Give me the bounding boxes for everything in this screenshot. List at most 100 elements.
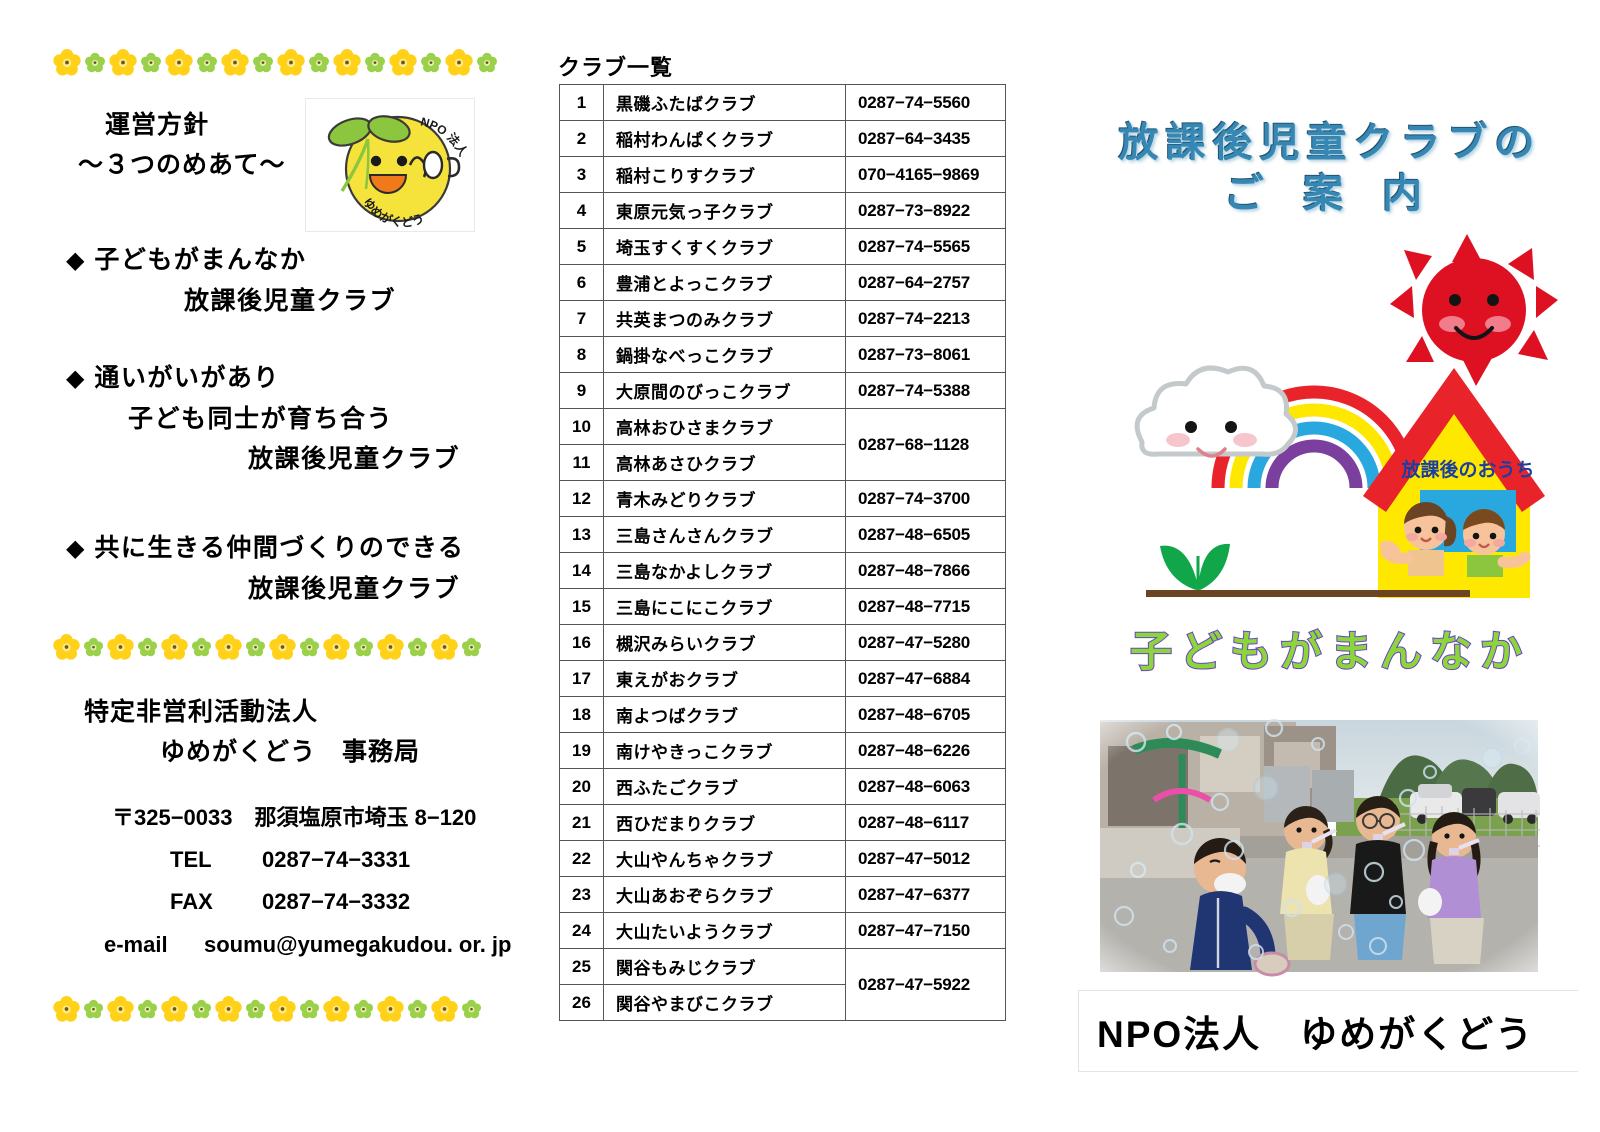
flower-yellow-icon — [52, 48, 82, 78]
left-panel: 運営方針 〜３つのめあて〜 NPO 法人 — [0, 0, 540, 1132]
flower-yellow-icon — [268, 995, 297, 1024]
postal-address: 〒325−0033 那須塩原市埼玉 8−120 — [112, 805, 477, 830]
slogan-text: 子どもがまんなか — [1129, 627, 1530, 676]
club-name: 大山たいようクラブ — [603, 912, 846, 949]
club-name: 三島さんさんクラブ — [603, 516, 846, 553]
club-name: 高林おひさまクラブ — [603, 408, 846, 445]
flower-green-icon — [84, 52, 106, 74]
club-number: 9 — [559, 372, 604, 409]
table-row: 25 関谷もみじクラブ 0287−47−5922 — [559, 948, 1006, 1021]
club-number: 12 — [559, 480, 604, 517]
flower-yellow-icon — [430, 633, 459, 662]
goal-2-text1: 通いがいがあり — [94, 364, 280, 392]
org-name-line2: ゆめがくどう 事務局 — [160, 738, 421, 766]
flower-green-icon — [196, 52, 218, 74]
flower-yellow-icon — [388, 48, 418, 78]
policy-heading-line1: 運営方針 — [105, 111, 210, 139]
club-number: 21 — [559, 804, 604, 841]
flower-green-icon — [191, 999, 212, 1020]
club-number: 13 — [559, 516, 604, 553]
goal-2-line2: 子ども同士が育ち合う — [128, 404, 394, 433]
club-number: 4 — [559, 192, 604, 229]
club-name: 大山あおぞらクラブ — [603, 876, 846, 913]
club-number: 17 — [559, 660, 604, 697]
table-row: 10 高林おひさまクラブ 0287−68−1128 — [559, 408, 1006, 481]
goal-item-2: ◆ 通いがいがあり 子ども同士が育ち合う 放課後児童クラブ — [66, 358, 460, 480]
fax-label: FAX — [170, 889, 213, 914]
club-number: 7 — [559, 300, 604, 337]
club-name: 関谷もみじクラブ — [603, 948, 846, 985]
flower-border-bottom — [52, 992, 522, 1026]
club-number: 16 — [559, 624, 604, 661]
goal-3-line2: 放課後児童クラブ — [248, 574, 461, 603]
flower-yellow-icon — [322, 995, 351, 1024]
club-number: 23 — [559, 876, 604, 913]
email-row: e-mail soumu@yumegakudou. or. jp — [104, 932, 511, 958]
goal-3-line1: ◆ 共に生きる仲間づくりのできる — [66, 528, 464, 569]
club-name: 槻沢みらいクラブ — [603, 624, 846, 661]
club-name: 西ふたごクラブ — [603, 768, 846, 805]
goal-item-1: ◆ 子どもがまんなか 放課後児童クラブ — [66, 240, 396, 321]
club-name: 三島にこにこクラブ — [603, 588, 846, 625]
club-phone: 0287−73−8922 — [845, 192, 1006, 229]
goal-1-line1: ◆ 子どもがまんなか — [66, 240, 396, 281]
flower-green-icon — [407, 637, 428, 658]
flower-yellow-icon — [220, 48, 250, 78]
club-name: 東えがおクラブ — [603, 660, 846, 697]
flower-yellow-icon — [164, 48, 194, 78]
table-row: 16 槻沢みらいクラブ 0287−47−5280 — [559, 624, 1006, 661]
club-phone: 0287−48−6226 — [845, 732, 1006, 769]
club-name: 稲村わんぱくクラブ — [603, 120, 846, 157]
flower-yellow-icon — [52, 633, 81, 662]
flower-yellow-icon — [106, 995, 135, 1024]
flower-green-icon — [353, 999, 374, 1020]
table-row: 23 大山あおぞらクラブ 0287−47−6377 — [559, 876, 1006, 913]
club-number: 18 — [559, 696, 604, 733]
npo-footer-box: NPO法人 ゆめがくどう — [1078, 990, 1578, 1072]
club-number: 3 — [559, 156, 604, 193]
club-number: 26 — [559, 984, 604, 1021]
club-name: 埼玉すくすくクラブ — [603, 228, 846, 265]
club-phone: 0287−74−5560 — [845, 84, 1006, 121]
house-icon: 放課後のおうち — [1146, 368, 1545, 598]
club-phone: 0287−74−2213 — [845, 300, 1006, 337]
flower-green-icon — [364, 52, 386, 74]
club-number: 8 — [559, 336, 604, 373]
flower-yellow-icon — [160, 633, 189, 662]
diamond-marker-icon: ◆ — [66, 365, 86, 392]
sprout-icon — [1160, 543, 1230, 591]
table-row: 6 豊浦とよっこクラブ 0287−64−2757 — [559, 264, 1006, 301]
club-phone: 0287−48−6705 — [845, 696, 1006, 733]
club-phone: 0287−47−5280 — [845, 624, 1006, 661]
club-name: 青木みどりクラブ — [603, 480, 846, 517]
flower-green-icon — [252, 52, 274, 74]
club-phone: 0287−64−2757 — [845, 264, 1006, 301]
club-number: 24 — [559, 912, 604, 949]
club-number: 25 — [559, 948, 604, 985]
club-number: 1 — [559, 84, 604, 121]
flower-green-icon — [420, 52, 442, 74]
table-row: 13 三島さんさんクラブ 0287−48−6505 — [559, 516, 1006, 553]
club-number: 10 — [559, 408, 604, 445]
flower-green-icon — [299, 637, 320, 658]
club-phone: 0287−47−5922 — [845, 948, 1006, 1021]
table-row: 20 西ふたごクラブ 0287−48−6063 — [559, 768, 1006, 805]
club-phone: 0287−48−7715 — [845, 588, 1006, 625]
club-name: 西ひだまりクラブ — [603, 804, 846, 841]
fax-row: FAX 0287−74−3332 — [170, 889, 410, 915]
tel-label: TEL — [170, 847, 212, 872]
table-row: 18 南よつばクラブ 0287−48−6705 — [559, 696, 1006, 733]
club-name: 東原元気っ子クラブ — [603, 192, 846, 229]
tel-value: 0287−74−3331 — [262, 847, 411, 872]
children-icon-2 — [1463, 509, 1531, 577]
sun-icon — [1390, 234, 1558, 386]
club-number: 20 — [559, 768, 604, 805]
diamond-marker-icon: ◆ — [66, 535, 86, 562]
goal-1-text1: 子どもがまんなか — [94, 246, 307, 274]
flower-yellow-icon — [322, 633, 351, 662]
tel-row: TEL 0287−74−3331 — [170, 847, 410, 873]
page-title: 放課後児童クラブの ご 案 内 — [1060, 118, 1600, 220]
club-number: 2 — [559, 120, 604, 157]
table-row: 1 黒磯ふたばクラブ 0287−74−5560 — [559, 84, 1006, 121]
